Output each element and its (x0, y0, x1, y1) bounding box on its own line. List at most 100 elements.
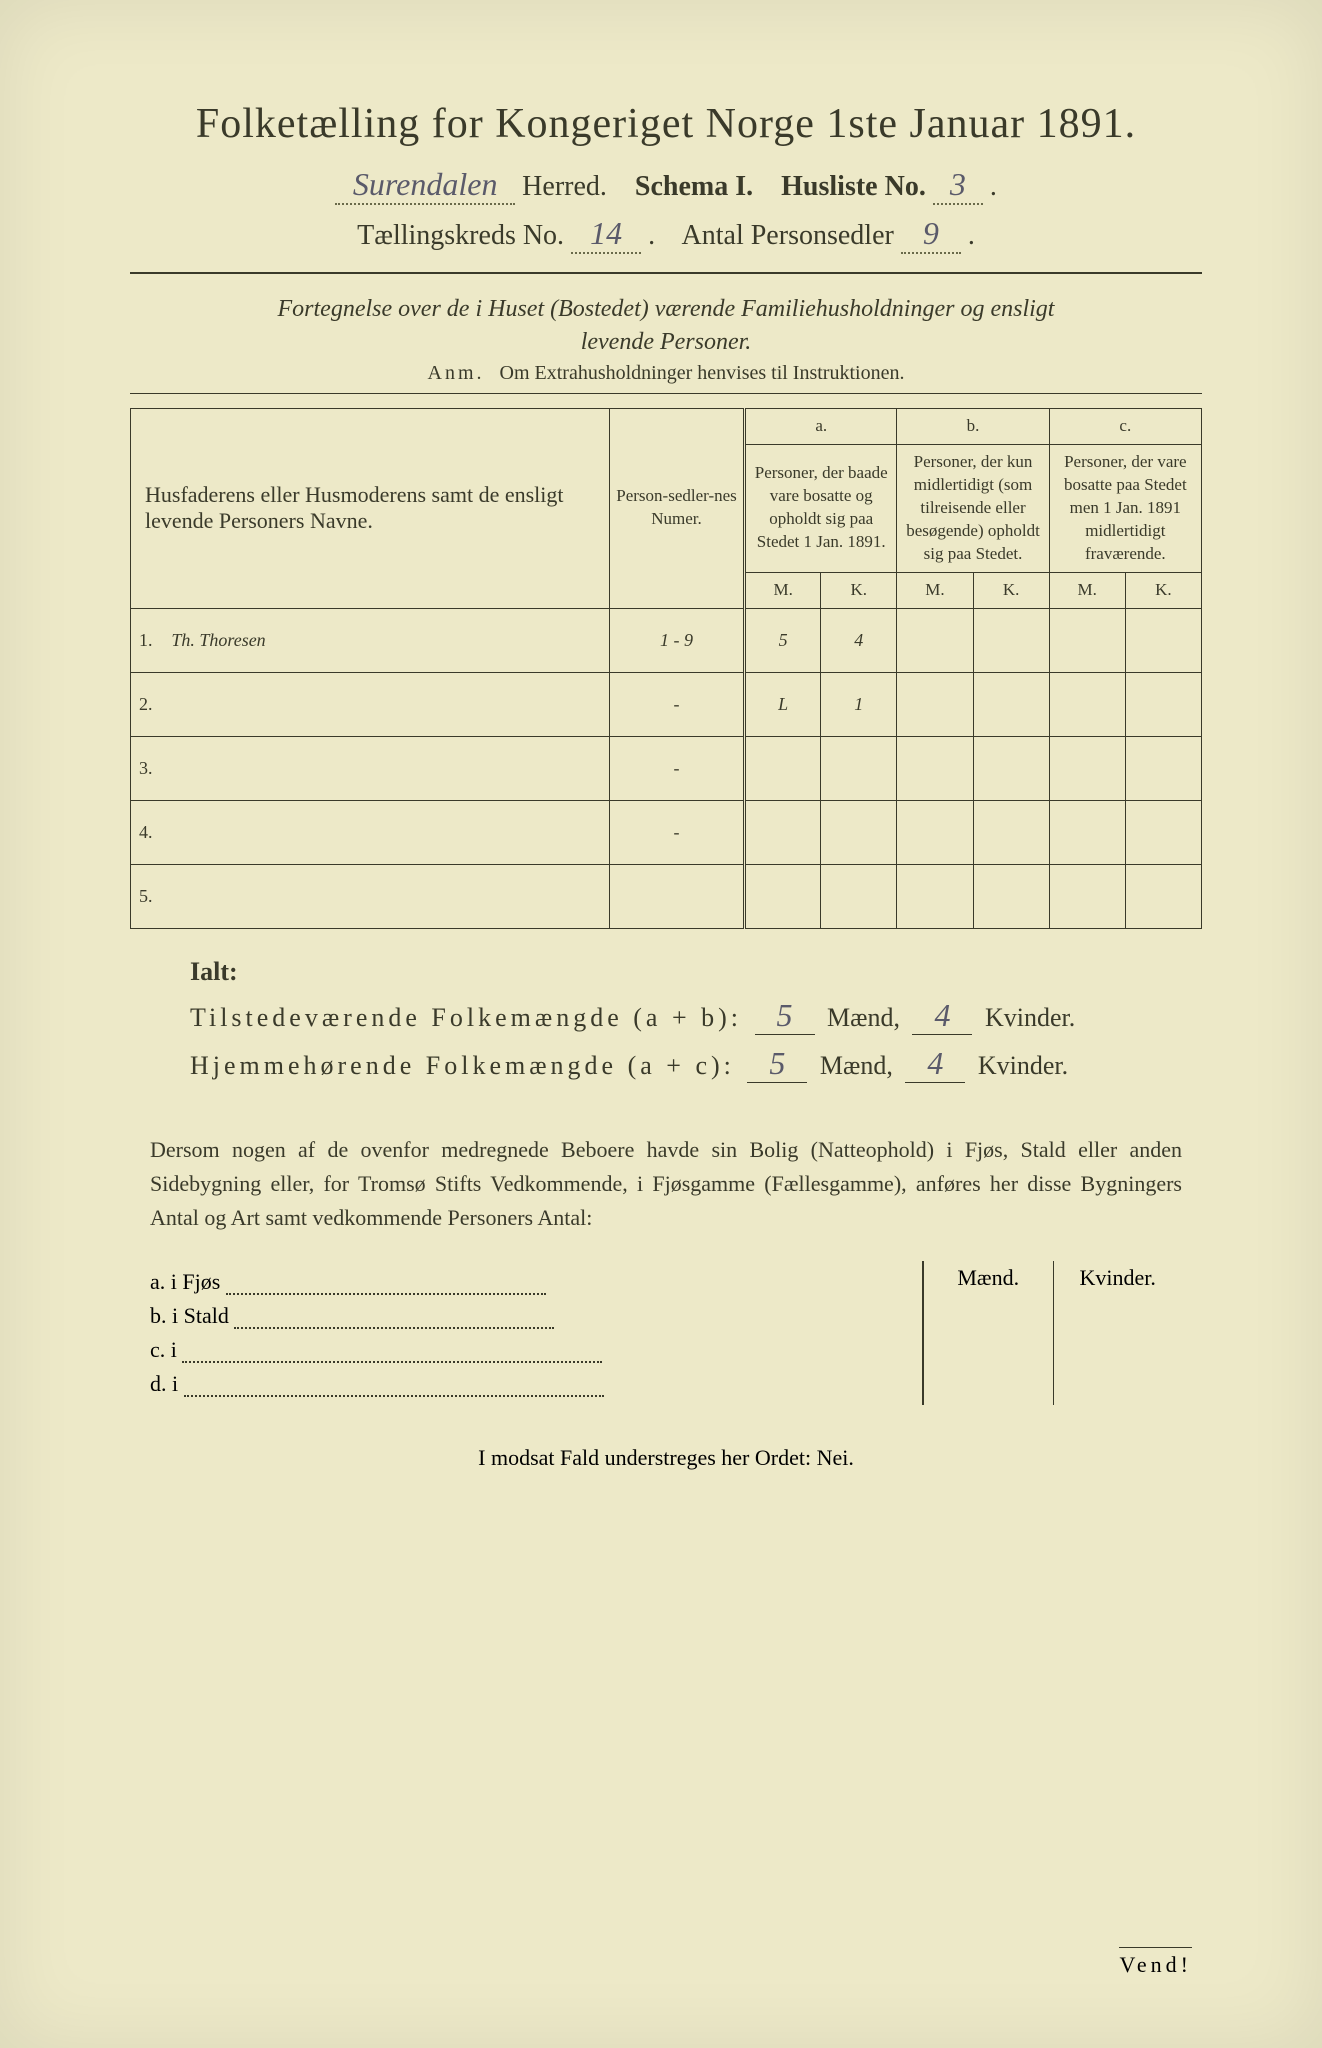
sidebldg-kvinder-col: Kvinder. (1053, 1261, 1183, 1405)
table-head: Husfaderens eller Husmoderens samt de en… (131, 409, 1202, 609)
kvinder-label-2: Kvinder. (978, 1051, 1068, 1080)
row-a-k: 4 (821, 608, 897, 672)
totals-1-label: Tilstedeværende Folkemængde (a + b): (190, 1003, 742, 1032)
row-b-m (897, 736, 973, 800)
row-c-m (1049, 864, 1125, 928)
row-c-m (1049, 736, 1125, 800)
col-a-m: M. (745, 572, 821, 608)
sidebldg-row: c. i (150, 1337, 922, 1363)
row-b-m (897, 608, 973, 672)
explain-2: levende Personer. (130, 329, 1202, 356)
table-row: 3. - (131, 736, 1202, 800)
row-b-k (973, 672, 1049, 736)
ialt-label: Ialt: (190, 957, 1202, 987)
sidebldg-right: Mænd. Kvinder. (922, 1261, 1182, 1405)
census-table: Husfaderens eller Husmoderens samt de en… (130, 408, 1202, 929)
sidebldg-para: Dersom nogen af de ovenfor medregnede Be… (130, 1133, 1202, 1235)
main-title: Folketælling for Kongeriget Norge 1ste J… (130, 100, 1202, 148)
totals-2-label: Hjemmehørende Folkemængde (a + c): (190, 1051, 735, 1080)
row-a-k (821, 736, 897, 800)
totals-1-maend: 5 (755, 997, 815, 1035)
table-row: 5. (131, 864, 1202, 928)
kreds-label: Tællingskreds No. (357, 220, 564, 251)
sidebldg-row-label: d. i (150, 1371, 178, 1396)
row-num: 1. (131, 608, 168, 672)
row-b-m (897, 800, 973, 864)
sidebldg-left: a. i Fjøs b. i Stald c. i d. i (150, 1261, 922, 1405)
col-names: Husfaderens eller Husmoderens samt de en… (131, 409, 610, 609)
row-a-m (745, 800, 821, 864)
schema-label: Schema I. (635, 171, 753, 202)
row-c-m (1049, 608, 1125, 672)
row-name (167, 736, 609, 800)
maend-label: Mænd, (827, 1003, 900, 1032)
row-num: 4. (131, 800, 168, 864)
herred-value: Surendalen (335, 166, 515, 205)
form-inner: Folketælling for Kongeriget Norge 1ste J… (100, 60, 1232, 1511)
sidebldg-row-label: c. i (150, 1337, 177, 1362)
footer-text: I modsat Fald understreges her Ordet: Ne… (478, 1445, 854, 1470)
row-b-m (897, 864, 973, 928)
totals-line-1: Tilstedeværende Folkemængde (a + b): 5 M… (190, 997, 1202, 1035)
totals-2-maend: 5 (747, 1045, 807, 1083)
row-b-k (973, 864, 1049, 928)
subtitle-row-2: Tællingskreds No. 14 . Antal Personsedle… (130, 215, 1202, 254)
row-c-k (1125, 608, 1201, 672)
sidebldg-row: b. i Stald (150, 1303, 922, 1329)
antal-value: 9 (901, 215, 961, 254)
col-b-label: b. (897, 409, 1049, 445)
col-c-m: M. (1049, 572, 1125, 608)
row-name (167, 864, 609, 928)
dots (184, 1375, 604, 1397)
row-a-m (745, 864, 821, 928)
row-numer: - (609, 672, 744, 736)
husliste-label: Husliste No. (781, 171, 926, 202)
row-name (167, 800, 609, 864)
row-name: Th. Thoresen (167, 608, 609, 672)
vend-label: Vend! (1119, 1947, 1192, 1978)
row-numer (609, 864, 744, 928)
row-num: 5. (131, 864, 168, 928)
kreds-stop: . (648, 220, 655, 251)
anm-word: Anm. (428, 362, 485, 384)
col-c: Personer, der vare bosatte paa Stedet me… (1049, 444, 1201, 572)
sidebldg-row-label: b. i Stald (150, 1303, 229, 1328)
maend-label-2: Mænd, (820, 1051, 893, 1080)
col-numer: Person-sedler-nes Numer. (609, 409, 744, 609)
kreds-value: 14 (571, 215, 641, 254)
row-a-m: L (745, 672, 821, 736)
row-a-k (821, 800, 897, 864)
herred-label: Herred. (522, 171, 607, 202)
row-c-m (1049, 672, 1125, 736)
anm-line: Anm. Anm. Om Extrahusholdninger henvises… (130, 362, 1202, 385)
row-num: 3. (131, 736, 168, 800)
sidebldg-row-label: a. i Fjøs (150, 1269, 220, 1294)
sidebldg-block: a. i Fjøs b. i Stald c. i d. i (130, 1261, 1202, 1405)
col-c-k: K. (1125, 572, 1201, 608)
explain-1: Fortegnelse over de i Huset (Bostedet) v… (130, 296, 1202, 323)
row-name (167, 672, 609, 736)
subtitle-row-1: Surendalen Herred. Schema I. Husliste No… (130, 166, 1202, 205)
col-b-m: M. (897, 572, 973, 608)
row-c-k (1125, 736, 1201, 800)
row-a-k: 1 (821, 672, 897, 736)
table-row: 4. - (131, 800, 1202, 864)
row-a-m: 5 (745, 608, 821, 672)
row-b-k (973, 736, 1049, 800)
husliste-stop: . (990, 171, 997, 202)
col-b: Personer, der kun midlertidigt (som tilr… (897, 444, 1049, 572)
antal-stop: . (968, 220, 975, 251)
col-a-label: a. (745, 409, 897, 445)
census-form-page: Folketælling for Kongeriget Norge 1ste J… (0, 0, 1322, 2048)
rule-top (130, 272, 1202, 274)
husliste-value: 3 (933, 166, 983, 205)
row-c-k (1125, 800, 1201, 864)
table-row: 2. - L 1 (131, 672, 1202, 736)
dots (182, 1341, 602, 1363)
row-c-k (1125, 864, 1201, 928)
row-numer: 1 - 9 (609, 608, 744, 672)
col-names-text: Husfaderens eller Husmoderens samt de en… (145, 482, 564, 533)
row-c-k (1125, 672, 1201, 736)
rule-anm (130, 393, 1202, 394)
row-a-m (745, 736, 821, 800)
